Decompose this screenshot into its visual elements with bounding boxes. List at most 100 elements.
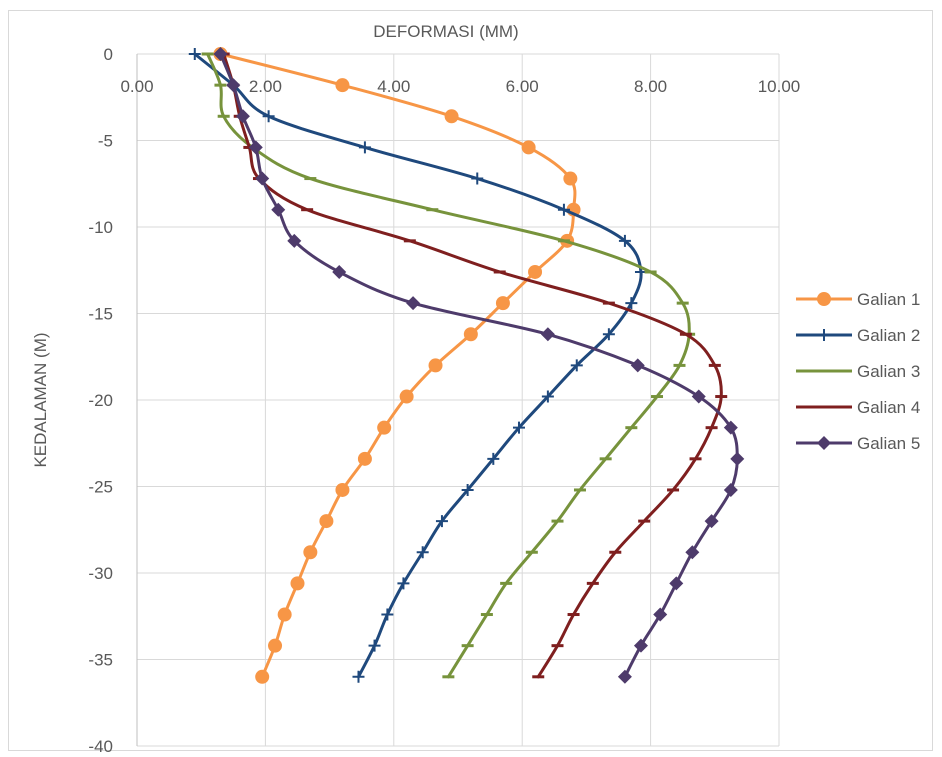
y-tick-label: -5	[98, 132, 113, 151]
data-point-plus	[570, 359, 583, 372]
series-layer	[188, 47, 745, 684]
data-point-plus	[262, 110, 275, 123]
data-point-circle	[495, 296, 510, 311]
data-point-diamond	[248, 140, 263, 155]
axis-layer: 0.00 2.00 4.00 6.00 8.00 10.00 0 -5 -10 -15 -20 -25…	[88, 45, 800, 756]
x-tick-label: 0.00	[120, 77, 153, 96]
data-point-circle	[335, 78, 350, 93]
data-point-circle	[528, 264, 543, 279]
data-point-plus	[512, 421, 525, 434]
legend-item: Galian 2	[796, 326, 920, 345]
data-point-diamond	[271, 202, 286, 217]
y-tick-label: -35	[88, 651, 113, 670]
legend-layer: Galian 1 Galian 2 Galian 3 Galian 4 Galian 5	[796, 290, 920, 453]
data-point-plus	[188, 48, 201, 60]
data-point-circle	[521, 140, 536, 155]
data-point-plus	[381, 608, 394, 621]
data-point-plus	[397, 577, 410, 590]
data-point-diamond	[235, 109, 250, 124]
legend-item: Galian 3	[796, 362, 920, 381]
y-tick-label: -20	[88, 391, 113, 410]
data-point-diamond	[617, 669, 632, 684]
data-point-circle	[268, 638, 283, 653]
data-point-diamond	[704, 514, 719, 529]
data-point-plus	[368, 639, 381, 652]
y-axis-label: KEDALAMAN (M)	[31, 332, 50, 467]
data-point-plus	[618, 234, 631, 247]
legend-label: Galian 3	[857, 362, 920, 381]
data-point-plus	[557, 203, 570, 216]
data-point-plus	[602, 328, 615, 341]
data-point-plus	[461, 483, 474, 496]
series-line	[206, 52, 691, 679]
series-line	[218, 52, 577, 679]
data-point-diamond	[653, 607, 668, 622]
chart-area-border	[8, 10, 933, 751]
x-tick-label: 10.00	[758, 77, 801, 96]
data-point-plus	[358, 141, 371, 154]
data-point-plus	[471, 172, 484, 185]
data-point-circle	[319, 514, 334, 529]
data-point-diamond	[540, 327, 555, 342]
data-point-diamond	[730, 451, 745, 466]
data-point-diamond	[685, 545, 700, 560]
legend-label: Galian 1	[857, 290, 920, 309]
data-point-circle	[399, 389, 414, 404]
data-point-plus	[435, 515, 448, 528]
data-point-circle	[563, 171, 578, 186]
data-point-circle	[277, 607, 292, 622]
data-point-diamond	[226, 78, 241, 93]
y-tick-label: -40	[88, 737, 113, 756]
series-line	[218, 52, 739, 679]
legend-item: Galian 5	[796, 434, 920, 453]
data-point-diamond	[691, 389, 706, 404]
data-point-circle	[303, 545, 318, 560]
data-point-plus	[541, 390, 554, 403]
data-point-plus	[352, 670, 365, 683]
data-point-plus	[625, 297, 638, 310]
data-point-circle	[290, 576, 305, 591]
y-tick-label: -10	[88, 218, 113, 237]
data-point-plus	[416, 546, 429, 559]
data-point-circle	[255, 669, 270, 684]
data-point-diamond	[723, 420, 738, 435]
data-point-diamond	[332, 264, 347, 279]
y-tick-label: -15	[88, 305, 113, 324]
legend-item: Galian 4	[796, 398, 920, 417]
data-point-diamond	[255, 171, 270, 186]
x-tick-label: 4.00	[377, 77, 410, 96]
legend-label: Galian 4	[857, 398, 920, 417]
data-point-circle	[357, 451, 372, 466]
data-point-circle	[428, 358, 443, 373]
x-tick-label: 2.00	[249, 77, 282, 96]
series-galian-2	[188, 48, 647, 683]
series-galian-5	[213, 47, 745, 684]
data-point-diamond	[406, 296, 421, 311]
legend-label: Galian 5	[857, 434, 920, 453]
y-tick-label: -25	[88, 478, 113, 497]
data-point-plus	[818, 329, 830, 341]
legend-item: Galian 1	[796, 290, 920, 309]
data-point-diamond	[287, 233, 302, 248]
data-point-circle	[444, 109, 459, 124]
series-line	[193, 52, 643, 679]
y-tick-label: -30	[88, 564, 113, 583]
data-point-diamond	[630, 358, 645, 373]
data-point-plus	[487, 452, 500, 465]
legend-label: Galian 2	[857, 326, 920, 345]
series-line	[222, 52, 723, 679]
data-point-diamond	[817, 436, 831, 450]
data-point-diamond	[669, 576, 684, 591]
y-tick-label: 0	[104, 45, 113, 64]
x-tick-label: 8.00	[634, 77, 667, 96]
data-point-circle	[463, 327, 478, 342]
data-point-circle	[817, 292, 831, 306]
x-tick-label: 6.00	[506, 77, 539, 96]
data-point-diamond	[633, 638, 648, 653]
data-point-circle	[335, 482, 350, 497]
data-point-circle	[377, 420, 392, 435]
chart-title: DEFORMASI (MM)	[373, 22, 518, 41]
data-point-diamond	[723, 482, 738, 497]
